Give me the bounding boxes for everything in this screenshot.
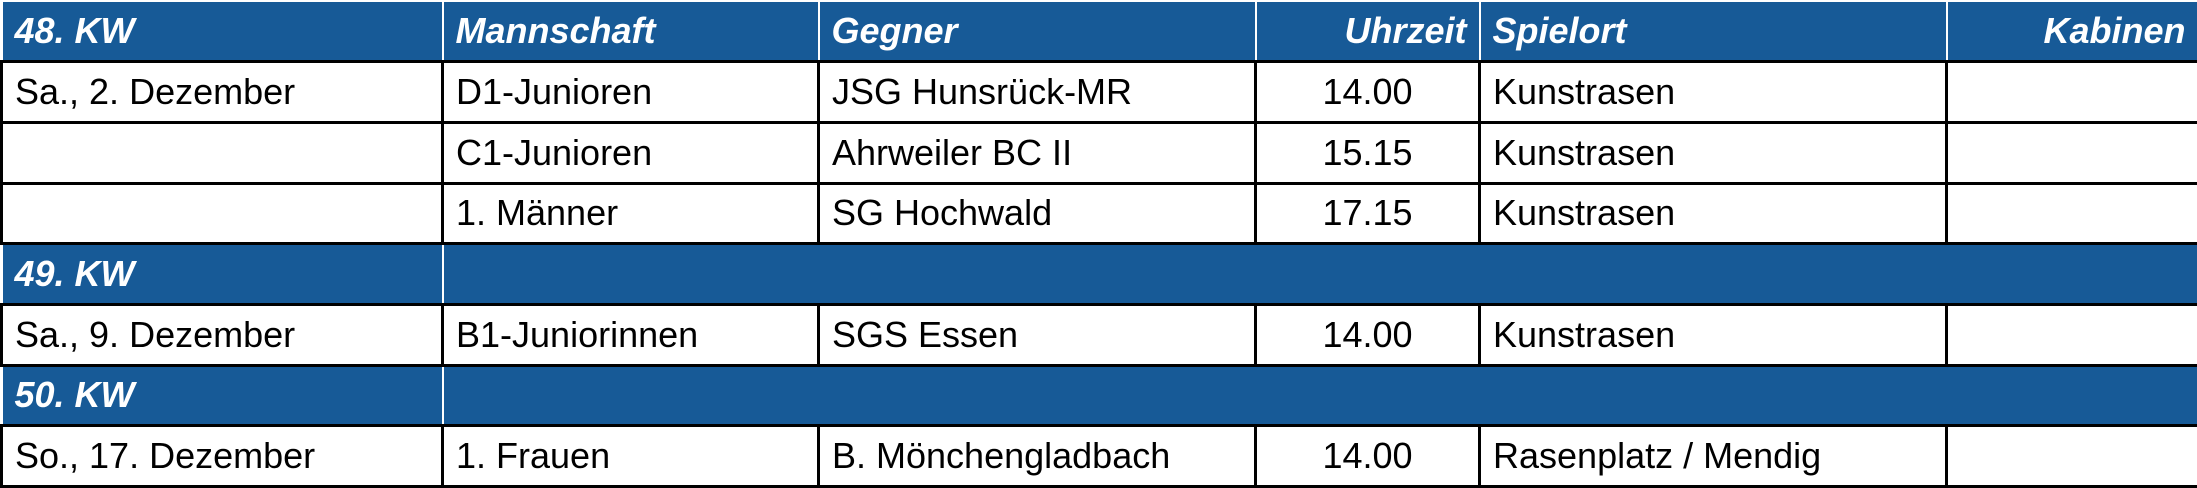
week-fill <box>441 364 2197 427</box>
venue: Kunstrasen <box>1478 120 1948 185</box>
cabin <box>1945 181 2197 246</box>
opponent: Ahrweiler BC II <box>817 120 1257 185</box>
cabin <box>1945 302 2197 367</box>
time: 17.15 <box>1254 181 1481 246</box>
week-label: 48. KW <box>0 0 444 63</box>
time: 14.00 <box>1254 424 1481 488</box>
game-row: 1. Männer SG Hochwald 17.15 Kunstrasen <box>0 181 2197 246</box>
column-header: Gegner <box>817 0 1257 63</box>
date <box>0 120 444 185</box>
team: D1-Junioren <box>441 60 820 124</box>
time: 15.15 <box>1254 120 1481 185</box>
time: 14.00 <box>1254 60 1481 124</box>
game-row: Sa., 2. Dezember D1-Junioren JSG Hunsrück-… <box>0 60 2197 124</box>
game-row: So., 17. Dezember 1. Frauen B. Mönchenglad… <box>0 424 2197 488</box>
cabin <box>1945 120 2197 185</box>
cabin <box>1945 424 2197 488</box>
date: So., 17. Dezember <box>0 424 444 488</box>
week-fill <box>441 242 2197 306</box>
opponent: SG Hochwald <box>817 181 1257 246</box>
week-label: 49. KW <box>0 242 444 306</box>
time: 14.00 <box>1254 302 1481 367</box>
date: Sa., 2. Dezember <box>0 60 444 124</box>
opponent: B. Mönchengladbach <box>817 424 1257 488</box>
game-row: C1-Junioren Ahrweiler BC II 15.15 Kunstrase… <box>0 120 2197 185</box>
week-row: 50. KW <box>0 364 2197 427</box>
team: 1. Männer <box>441 181 820 246</box>
venue: Kunstrasen <box>1478 60 1948 124</box>
column-header: Mannschaft <box>441 0 820 63</box>
column-header: Spielort <box>1478 0 1948 63</box>
team: B1-Juniorinnen <box>441 302 820 367</box>
opponent: SGS Essen <box>817 302 1257 367</box>
opponent: JSG Hunsrück-MR <box>817 60 1257 124</box>
team: C1-Junioren <box>441 120 820 185</box>
week-row: 49. KW <box>0 242 2197 306</box>
week-label: 50. KW <box>0 364 444 427</box>
column-header: Kabinen <box>1945 0 2197 63</box>
date: Sa., 9. Dezember <box>0 302 444 367</box>
venue: Kunstrasen <box>1478 302 1948 367</box>
venue: Kunstrasen <box>1478 181 1948 246</box>
game-row: Sa., 9. Dezember B1-Juniorinnen SGS Essen 1… <box>0 302 2197 367</box>
column-header: Uhrzeit <box>1254 0 1481 63</box>
week-row: 48. KW Mannschaft Gegner Uhrzeit Spielort Kab… <box>0 0 2197 63</box>
date <box>0 181 444 246</box>
team: 1. Frauen <box>441 424 820 488</box>
cabin <box>1945 60 2197 124</box>
venue: Rasenplatz / Mendig <box>1478 424 1948 488</box>
